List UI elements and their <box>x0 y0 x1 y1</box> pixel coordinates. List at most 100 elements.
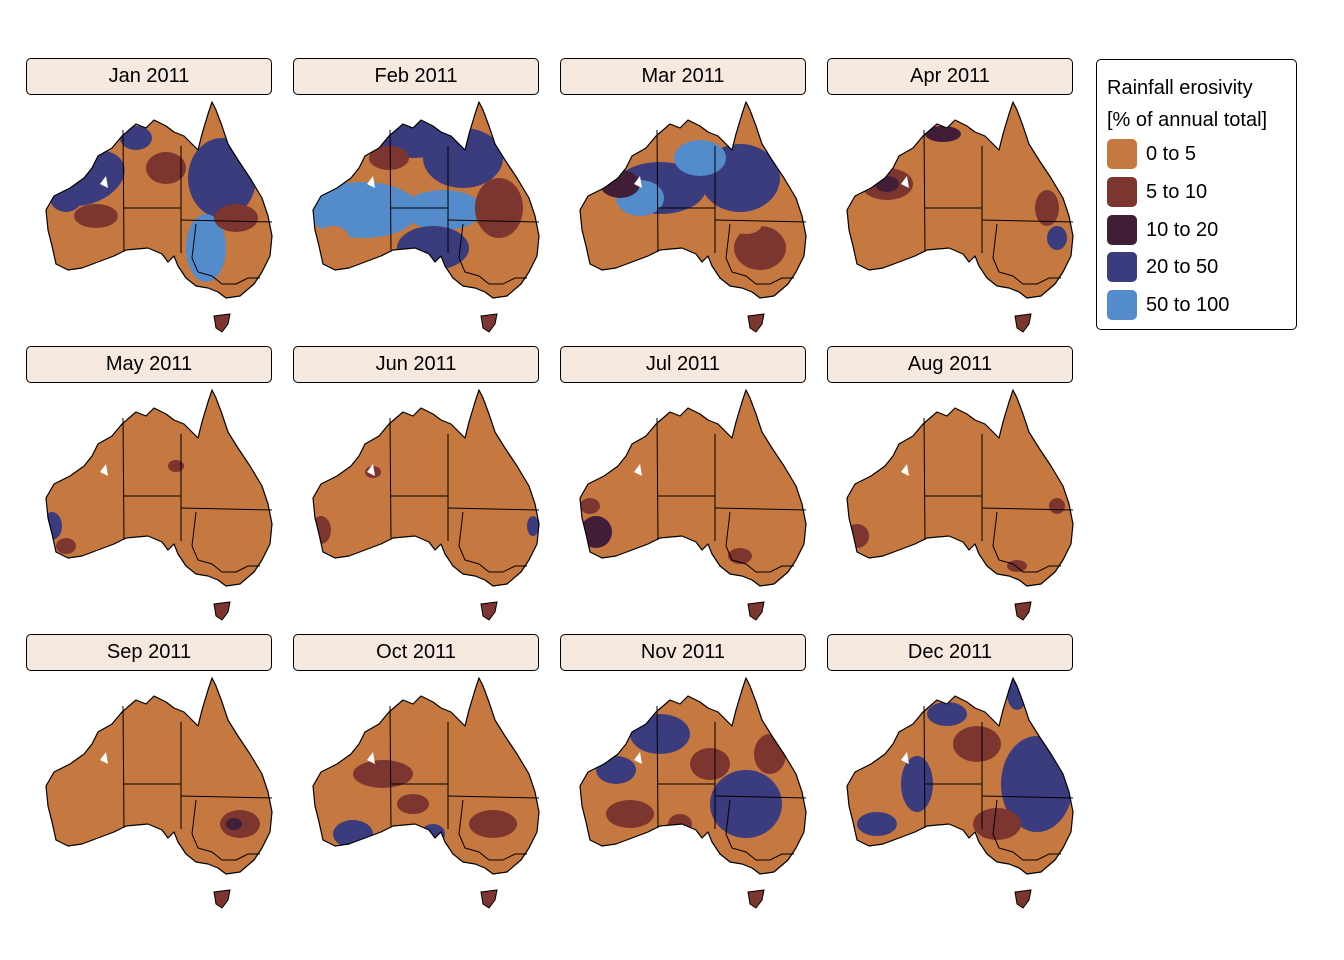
erosivity-region <box>875 176 899 192</box>
lake-gap <box>634 752 642 764</box>
tasmania-fill <box>748 314 764 332</box>
facet-panel-nov: Nov 2011 <box>560 634 808 909</box>
facet-panel-jul: Jul 2011 <box>560 346 808 621</box>
facet-panel-oct: Oct 2011 <box>293 634 541 909</box>
erosivity-fill <box>847 102 1073 332</box>
coastline <box>579 101 807 299</box>
tasmania-fill <box>1015 890 1031 908</box>
state-border <box>447 507 540 511</box>
tasmania-fill <box>1015 314 1031 332</box>
legend-title: Rainfall erosivity [% of annual total] <box>1107 72 1267 136</box>
erosivity-region <box>186 214 226 282</box>
tasmania-coastline <box>480 313 498 333</box>
lake-gap <box>100 176 108 188</box>
facet-panel-dec: Dec 2011 <box>827 634 1075 909</box>
state-border <box>180 219 273 223</box>
coastline <box>312 389 540 587</box>
mainland-fill <box>847 390 1073 586</box>
lake-gap <box>367 464 375 476</box>
state-border <box>923 129 926 253</box>
legend-swatch <box>1107 177 1137 207</box>
state-border <box>981 795 1074 799</box>
facet-label: Mar 2011 <box>560 58 806 95</box>
state-border <box>923 417 926 541</box>
legend-item-3: 20 to 50 <box>1107 251 1218 283</box>
erosivity-fill <box>46 102 272 332</box>
erosivity-region <box>857 812 897 836</box>
australia-map <box>579 677 807 909</box>
erosivity-region <box>606 800 654 828</box>
state-border <box>656 705 659 829</box>
tasmania-fill <box>748 602 764 620</box>
erosivity-region <box>475 178 523 238</box>
erosivity-region <box>56 538 76 554</box>
mainland-fill <box>313 390 539 586</box>
erosivity-region <box>353 760 413 788</box>
erosivity-region <box>1035 190 1059 226</box>
state-border <box>992 223 1061 285</box>
erosivity-region <box>927 702 967 726</box>
state-border <box>191 511 260 573</box>
erosivity-region <box>168 460 184 472</box>
erosivity-region <box>1007 560 1027 572</box>
erosivity-region <box>710 770 782 838</box>
state-border <box>122 705 125 829</box>
erosivity-fill <box>46 390 272 620</box>
erosivity-region <box>369 146 409 170</box>
facet-panel-jan: Jan 2011 <box>26 58 274 333</box>
erosivity-region <box>1049 498 1065 514</box>
facet-label: Jul 2011 <box>560 346 806 383</box>
erosivity-region <box>214 204 258 232</box>
australia-map <box>312 677 540 909</box>
australia-map <box>579 389 807 621</box>
tasmania-fill <box>481 314 497 332</box>
legend-swatch <box>1107 290 1137 320</box>
facet-label: Sep 2011 <box>26 634 272 671</box>
coastline <box>312 101 540 299</box>
facet-panel-jun: Jun 2011 <box>293 346 541 621</box>
tasmania-fill <box>214 890 230 908</box>
state-border <box>656 129 659 253</box>
erosivity-region <box>596 756 636 784</box>
coastline <box>846 101 1074 299</box>
legend-title-line1: Rainfall erosivity <box>1107 77 1253 99</box>
erosivity-fill <box>580 390 806 620</box>
coastline <box>45 389 273 587</box>
erosivity-fill <box>580 102 806 332</box>
erosivity-region <box>50 184 82 212</box>
state-border <box>389 705 392 829</box>
coastline <box>312 677 540 875</box>
erosivity-region <box>847 524 869 548</box>
state-border <box>981 507 1074 511</box>
facet-label: Apr 2011 <box>827 58 1073 95</box>
tasmania-coastline <box>213 889 231 909</box>
tasmania-fill <box>1015 602 1031 620</box>
facet-label: Feb 2011 <box>293 58 539 95</box>
erosivity-fill <box>847 390 1073 620</box>
state-border <box>191 223 260 285</box>
erosivity-fill <box>313 678 539 908</box>
mainland-fill <box>847 102 1073 298</box>
lake-gap <box>100 464 108 476</box>
erosivity-fill <box>847 678 1073 908</box>
australia-map <box>846 389 1074 621</box>
state-border <box>923 705 926 829</box>
facet-label: Dec 2011 <box>827 634 1073 671</box>
erosivity-region <box>317 226 349 250</box>
legend-label: 50 to 100 <box>1146 293 1230 316</box>
erosivity-region <box>953 726 1001 762</box>
tasmania-coastline <box>747 601 765 621</box>
state-border <box>725 511 794 573</box>
erosivity-region <box>313 516 331 544</box>
tasmania-coastline <box>213 313 231 333</box>
facet-label: May 2011 <box>26 346 272 383</box>
tasmania-coastline <box>1014 889 1032 909</box>
mainland-fill <box>580 390 806 586</box>
erosivity-region <box>730 214 762 234</box>
lake-gap <box>901 464 909 476</box>
tasmania-coastline <box>747 889 765 909</box>
state-border <box>725 223 794 285</box>
legend-item-4: 50 to 100 <box>1107 289 1229 321</box>
australia-map <box>312 389 540 621</box>
erosivity-region <box>690 748 730 780</box>
